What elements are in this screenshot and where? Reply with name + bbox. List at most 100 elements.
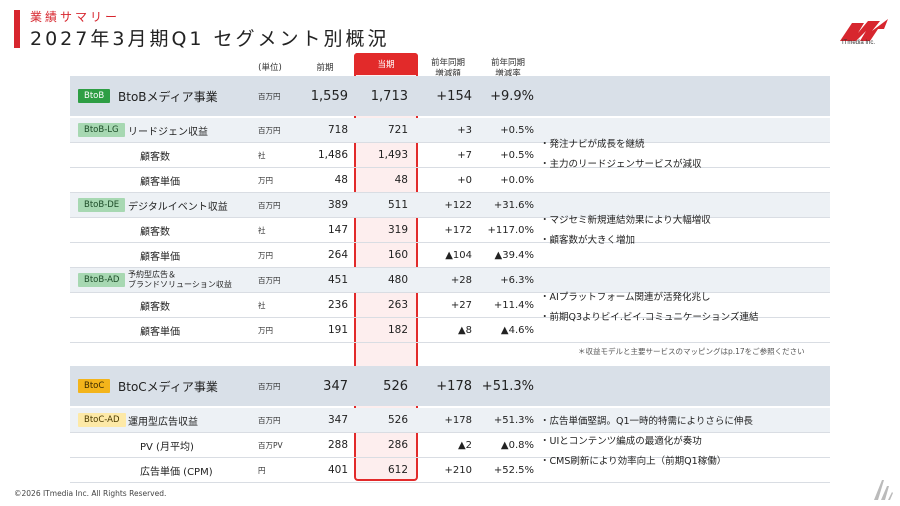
yoy-amount: +172: [444, 224, 472, 236]
prev-value: 236: [327, 299, 348, 311]
unit-label: 万円: [258, 250, 273, 260]
current-value: 286: [387, 439, 408, 451]
unit-label: 百万円: [258, 275, 281, 285]
prev-value: 1,559: [310, 88, 348, 104]
col-head-prev: 前期: [316, 63, 334, 73]
yoy-amount: +210: [444, 464, 472, 476]
page-title: 2027年3月期Q1 セグメント別概況: [30, 28, 390, 50]
yoy-rate: +11.4%: [493, 299, 534, 311]
comment-line: ・発注ナビが成長を継続: [540, 139, 645, 150]
yoy-rate: ▲39.4%: [494, 249, 534, 261]
comment-line: ・CMS刷新により効率向上（前期Q1稼働）: [540, 456, 727, 467]
copyright-footer: ©2026 ITmedia Inc. All Rights Reserved.: [14, 489, 167, 498]
yoy-amount: +3: [457, 124, 472, 136]
prev-value: 147: [327, 224, 348, 236]
itmedia-mark-icon: [874, 480, 893, 500]
yoy-rate: +31.6%: [493, 199, 534, 211]
segment-label: BtoCメディア事業: [118, 379, 218, 394]
unit-label: 百万円: [258, 91, 281, 101]
yoy-amount: ▲104: [445, 249, 472, 261]
row-label: 顧客単価: [140, 251, 180, 263]
segment-badge-btob: BtoB: [78, 89, 111, 103]
unit-label: 百万円: [258, 415, 281, 425]
col-head-current: 当期: [354, 53, 418, 75]
sub-segment-badge: BtoB-DE: [78, 198, 126, 212]
yoy-amount: ▲8: [457, 324, 472, 336]
current-value: 526: [383, 378, 408, 394]
row-label: 顧客数: [140, 226, 170, 238]
col-head-yoy-amount-line2: 増減額: [435, 69, 461, 79]
col-head-yoy-rate: 前年同期 増減率: [485, 58, 531, 80]
comment-block-ad: ・AIプラットフォーム関連が活発化兆し ・前期Q3よりビイ.ビイ.コミュニケーシ…: [540, 288, 759, 328]
row-label: リードジェン収益: [128, 126, 208, 138]
current-value: 1,713: [370, 88, 408, 104]
sub-segment-badge: BtoB-LG: [78, 123, 125, 137]
table-row: 顧客単価 万円 191 182 ▲8 ▲4.6%: [70, 318, 830, 343]
yoy-amount: ▲2: [457, 439, 472, 451]
yoy-rate: +0.5%: [500, 124, 534, 136]
row-label: 顧客単価: [140, 176, 180, 188]
table-row: PV (月平均) 百万PV 288 286 ▲2 ▲0.8%: [70, 433, 830, 458]
logo-text: ITmedia Inc.: [842, 40, 876, 46]
segment-row-btoc: BtoC BtoCメディア事業 百万円 347 526 +178 +51.3%: [70, 366, 830, 406]
yoy-rate: +0.0%: [500, 174, 534, 186]
yoy-rate: +6.3%: [500, 274, 534, 286]
yoy-rate: +51.3%: [481, 378, 534, 394]
segment-label: BtoBメディア事業: [118, 89, 218, 104]
unit-label: 万円: [258, 175, 273, 185]
col-head-yoy-amount-line1: 前年同期: [430, 58, 465, 68]
table-row: 顧客数 社 1,486 1,493 +7 +0.5%: [70, 143, 830, 168]
prev-value: 1,486: [317, 149, 348, 161]
title-accent-bar: [14, 10, 20, 48]
yoy-rate: +52.5%: [493, 464, 534, 476]
yoy-amount: +178: [444, 414, 472, 426]
col-head-yoy-amount: 前年同期 増減額: [425, 58, 471, 80]
table-row: BtoC-AD 運用型広告収益 百万円 347 526 +178 +51.3%: [70, 408, 830, 433]
current-value: 319: [387, 224, 408, 236]
table-row: 広告単価 (CPM) 円 401 612 +210 +52.5%: [70, 458, 830, 483]
sub-segment-badge: BtoC-AD: [78, 413, 126, 427]
unit-label: 万円: [258, 325, 273, 335]
unit-label: 百万PV: [258, 440, 283, 450]
prev-value: 451: [327, 274, 348, 286]
yoy-amount: +27: [450, 299, 472, 311]
yoy-rate: ▲0.8%: [500, 439, 534, 451]
comment-line: ・AIプラットフォーム関連が活発化兆し: [540, 292, 711, 303]
segment-row-btob: BtoB BtoBメディア事業 百万円 1,559 1,713 +154 +9.…: [70, 76, 830, 116]
yoy-amount: +0: [457, 174, 472, 186]
current-value: 48: [394, 174, 408, 186]
segment-badge-btoc: BtoC: [78, 379, 111, 393]
table-row: BtoB-AD 予約型広告＆ ブランドソリューション収益 百万円 451 480 +28 +…: [70, 268, 830, 293]
yoy-rate: +117.0%: [487, 224, 534, 236]
current-value: 182: [387, 324, 408, 336]
comment-line: ・顧客数が大きく増加: [540, 235, 636, 246]
comment-block-lg: ・発注ナビが成長を継続 ・主力のリードジェンサービスが減収: [540, 135, 702, 175]
current-value: 480: [387, 274, 408, 286]
mapping-note: ＊収益モデルと主要サービスのマッピングはp.17をご参照ください: [578, 347, 805, 356]
comment-block-de: ・マジセミ新規連結効果により大幅増収 ・顧客数が大きく増加: [540, 211, 711, 251]
current-value: 1,493: [377, 149, 408, 161]
col-head-yoy-rate-line1: 前年同期: [490, 58, 525, 68]
row-label: 顧客単価: [140, 326, 180, 338]
yoy-rate: +0.5%: [500, 149, 534, 161]
prev-value: 718: [327, 124, 348, 136]
current-value: 160: [387, 249, 408, 261]
unit-label: 社: [258, 225, 266, 235]
row-label: 顧客数: [140, 301, 170, 313]
unit-label: 社: [258, 150, 266, 160]
prev-value: 48: [334, 174, 348, 186]
table-row: BtoB-DE デジタルイベント収益 百万円 389 511 +122 +31.6%: [70, 193, 830, 218]
yoy-amount: +154: [436, 88, 472, 104]
col-head-unit: (単位): [258, 63, 282, 73]
table-row: 顧客数 社 236 263 +27 +11.4%: [70, 293, 830, 318]
prev-value: 264: [327, 249, 348, 261]
row-label: 運用型広告収益: [128, 416, 198, 428]
yoy-rate: +51.3%: [493, 414, 534, 426]
sub-segment-badge: BtoB-AD: [78, 273, 126, 287]
yoy-rate: +9.9%: [490, 88, 534, 104]
current-value: 263: [387, 299, 408, 311]
row-label: デジタルイベント収益: [128, 201, 228, 213]
comment-line: ・前期Q3よりビイ.ビイ.コミュニケーションズ連結: [540, 312, 759, 323]
current-value: 526: [387, 414, 408, 426]
yoy-rate: ▲4.6%: [500, 324, 534, 336]
